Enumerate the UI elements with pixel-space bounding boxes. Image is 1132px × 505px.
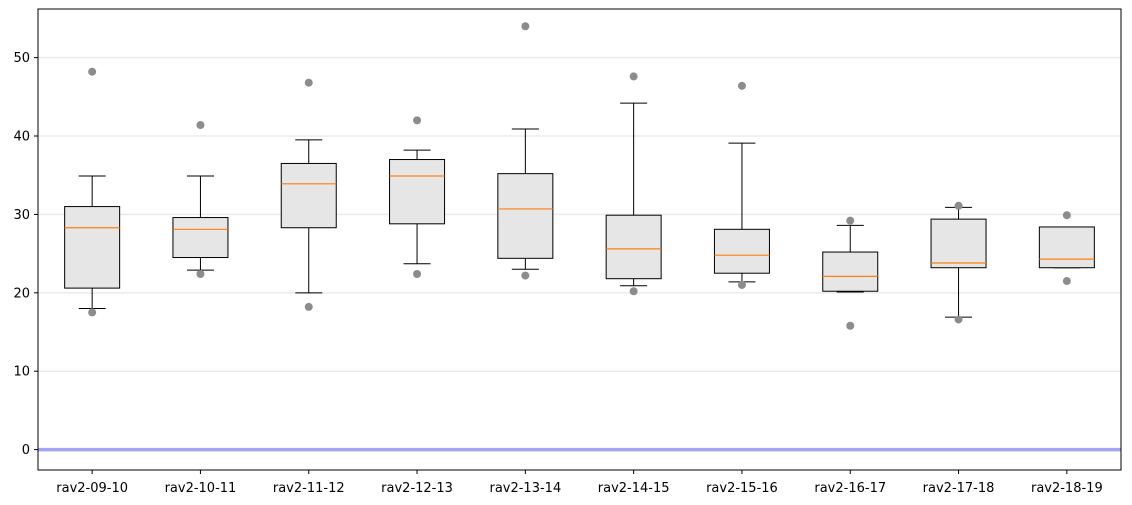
boxes-layer bbox=[64, 22, 1095, 330]
box-group bbox=[280, 78, 337, 311]
box bbox=[605, 214, 662, 280]
box bbox=[280, 162, 337, 229]
box-group bbox=[930, 201, 987, 324]
y-tick-label: 20 bbox=[13, 286, 30, 301]
outlier-point bbox=[629, 287, 638, 296]
box-group bbox=[172, 121, 229, 278]
box bbox=[389, 159, 446, 225]
y-tick-label: 10 bbox=[13, 365, 30, 380]
axes-frame bbox=[37, 8, 1122, 471]
outlier-point bbox=[88, 67, 97, 76]
outlier-point bbox=[737, 280, 746, 289]
box-group bbox=[605, 72, 662, 296]
box-group bbox=[822, 216, 879, 330]
grid-lines bbox=[38, 56, 1121, 372]
outlier-point bbox=[629, 72, 638, 81]
box-group bbox=[64, 67, 121, 317]
outlier-point bbox=[304, 302, 313, 311]
y-tick-label: 30 bbox=[13, 208, 30, 223]
outlier-point bbox=[846, 321, 855, 330]
box bbox=[1038, 226, 1095, 269]
outlier-point bbox=[1062, 277, 1071, 286]
x-tick-label: rav2-10-11 bbox=[165, 481, 237, 496]
x-tick-label: rav2-11-12 bbox=[273, 481, 345, 496]
outlier-point bbox=[413, 116, 422, 125]
outlier-point bbox=[304, 78, 313, 87]
box bbox=[930, 218, 987, 269]
y-axis-ticks: 0 10 20 30 40 50 bbox=[13, 51, 38, 458]
x-tick-label: rav2-16-17 bbox=[814, 481, 886, 496]
x-tick-label: rav2-12-13 bbox=[381, 481, 453, 496]
y-tick-label: 0 bbox=[22, 443, 30, 458]
y-tick-label: 40 bbox=[13, 130, 30, 145]
box-group bbox=[1038, 211, 1095, 286]
outlier-point bbox=[521, 22, 530, 31]
outlier-point bbox=[954, 201, 963, 210]
outlier-point bbox=[846, 216, 855, 225]
outlier-point bbox=[88, 308, 97, 317]
outlier-point bbox=[413, 269, 422, 278]
box bbox=[172, 217, 229, 259]
x-tick-label: rav2-15-16 bbox=[706, 481, 778, 496]
box-group bbox=[713, 81, 770, 289]
outlier-point bbox=[954, 315, 963, 324]
y-tick-label: 50 bbox=[13, 51, 30, 66]
x-tick-label: rav2-13-14 bbox=[489, 481, 561, 496]
box bbox=[713, 228, 770, 274]
outlier-point bbox=[196, 269, 205, 278]
outlier-point bbox=[196, 121, 205, 130]
x-tick-label: rav2-14-15 bbox=[598, 481, 670, 496]
box bbox=[64, 206, 121, 289]
box-group bbox=[497, 22, 554, 280]
x-tick-label: rav2-17-18 bbox=[923, 481, 995, 496]
box bbox=[822, 251, 879, 292]
outlier-point bbox=[737, 81, 746, 90]
box bbox=[497, 173, 554, 259]
outlier-point bbox=[1062, 211, 1071, 220]
x-tick-label: rav2-09-10 bbox=[56, 481, 128, 496]
x-axis-ticks: rav2-09-10 rav2-10-11 rav2-11-12 rav2-12-13… bbox=[56, 470, 1103, 496]
x-tick-label: rav2-18-19 bbox=[1031, 481, 1103, 496]
outlier-point bbox=[521, 271, 530, 280]
box-group bbox=[389, 116, 446, 278]
